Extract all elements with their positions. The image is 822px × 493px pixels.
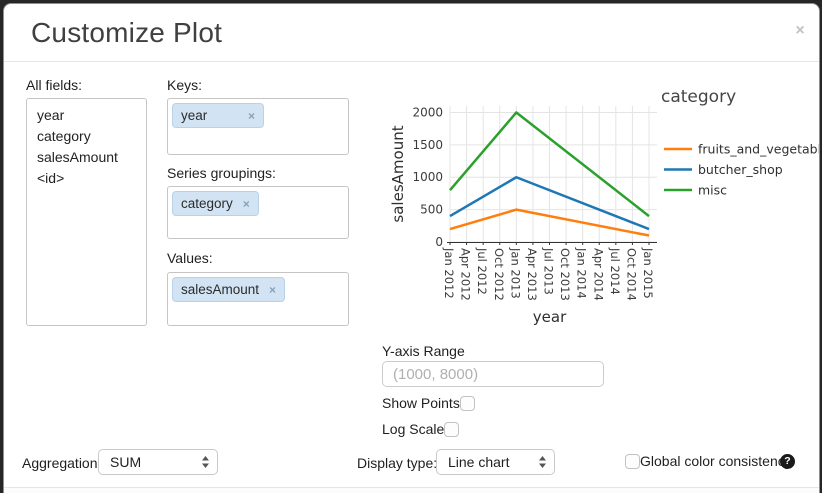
log-scale-checkbox[interactable] xyxy=(444,421,460,437)
x-tick-label: Jan 2013 xyxy=(508,247,522,299)
field-item-category[interactable]: category xyxy=(37,127,91,144)
keys-dropzone[interactable]: year × xyxy=(167,98,349,155)
aggregation-label: Aggregation: xyxy=(22,455,102,471)
display-type-label: Display type: xyxy=(357,455,438,471)
show-points-label: Show Points xyxy=(382,395,460,411)
field-item-id[interactable]: <id> xyxy=(37,169,65,186)
x-tick-label: Oct 2012 xyxy=(492,248,506,301)
select-arrows-icon xyxy=(201,455,210,469)
x-tick-label: Oct 2013 xyxy=(558,248,572,301)
x-tick-label: Jan 2014 xyxy=(575,247,589,299)
series-groupings-dropzone[interactable]: category × xyxy=(167,186,349,239)
x-tick-label: Apr 2012 xyxy=(459,248,473,301)
dialog-title: Customize Plot xyxy=(31,17,223,48)
values-dropzone[interactable]: salesAmount × xyxy=(167,272,349,326)
tag-category[interactable]: category × xyxy=(172,191,259,216)
values-label: Values: xyxy=(167,250,213,266)
keys-label: Keys: xyxy=(167,77,203,93)
all-fields-label: All fields: xyxy=(26,77,83,93)
x-tick-label: Jul 2014 xyxy=(608,247,622,295)
x-tick-label: Apr 2014 xyxy=(591,248,605,301)
question-circle-icon[interactable]: ? xyxy=(780,454,795,469)
log-scale-label: Log Scale xyxy=(382,421,445,437)
series-line-butcher_shop xyxy=(449,175,650,231)
show-points-checkbox[interactable] xyxy=(459,395,475,411)
global-color-row: Global color consistency xyxy=(625,453,792,469)
global-color-label: Global color consistency xyxy=(640,453,792,469)
log-scale-row: Log Scale xyxy=(382,421,460,437)
x-tick-label: Jul 2013 xyxy=(542,247,556,295)
y-axis-range-input[interactable] xyxy=(382,361,604,387)
field-item-year[interactable]: year xyxy=(37,106,65,123)
series-line-misc xyxy=(449,111,650,218)
x-tick-label: Jul 2012 xyxy=(475,247,489,295)
display-type-value: Line chart xyxy=(448,454,510,470)
y-axis-range-label: Y-axis Range xyxy=(382,343,465,359)
line-chart: Jan 2012 Apr 2012 Jul 2012 Oct 2012 Jan 2013… xyxy=(389,87,820,326)
aggregation-select[interactable]: SUM xyxy=(98,449,218,475)
y-axis-title: salesAmount xyxy=(389,125,407,222)
x-tick-label: Apr 2013 xyxy=(525,248,539,301)
legend-label: fruits_and_vegetable xyxy=(698,142,820,157)
y-tick-label: 0 xyxy=(435,235,443,249)
x-axis-title: year xyxy=(533,308,567,326)
tag-year[interactable]: year × xyxy=(172,103,264,128)
tag-salesamount[interactable]: salesAmount × xyxy=(172,277,286,302)
series-groupings-label: Series groupings: xyxy=(167,165,276,181)
remove-tag-icon[interactable]: × xyxy=(269,282,277,297)
show-points-row: Show Points xyxy=(382,395,475,411)
y-tick-label: 500 xyxy=(420,203,443,217)
x-tick-label: Jan 2015 xyxy=(641,247,655,299)
all-fields-listbox[interactable]: year category salesAmount <id> xyxy=(26,98,147,326)
footer-divider xyxy=(4,487,819,493)
x-tick-label: Oct 2014 xyxy=(624,248,638,301)
global-color-checkbox[interactable] xyxy=(625,453,640,469)
aggregation-value: SUM xyxy=(110,454,142,470)
x-tick-label: Jan 2012 xyxy=(442,247,456,299)
legend-label: butcher_shop xyxy=(698,162,783,177)
customize-plot-dialog: Customize Plot × All fields: year catego… xyxy=(3,3,820,493)
tag-salesamount-label: salesAmount xyxy=(181,282,260,297)
tag-category-label: category xyxy=(181,196,233,211)
close-icon[interactable]: × xyxy=(789,20,811,42)
y-tick-label: 2000 xyxy=(412,105,443,119)
field-item-salesamount[interactable]: salesAmount xyxy=(37,148,118,165)
display-type-select[interactable]: Line chart xyxy=(436,449,555,475)
y-tick-label: 1500 xyxy=(412,138,443,152)
y-tick-label: 1000 xyxy=(412,170,443,184)
tag-year-label: year xyxy=(181,108,208,123)
dialog-header: Customize Plot × xyxy=(4,4,819,62)
legend-label: misc xyxy=(698,183,727,198)
remove-tag-icon[interactable]: × xyxy=(242,196,250,211)
remove-tag-icon[interactable]: × xyxy=(247,108,255,123)
series-line-fruits_and_vegetable xyxy=(449,208,650,237)
plot-preview: Jan 2012 Apr 2012 Jul 2012 Oct 2012 Jan 2013… xyxy=(389,69,820,341)
legend-title: category xyxy=(661,87,736,107)
select-arrows-icon xyxy=(538,455,547,469)
